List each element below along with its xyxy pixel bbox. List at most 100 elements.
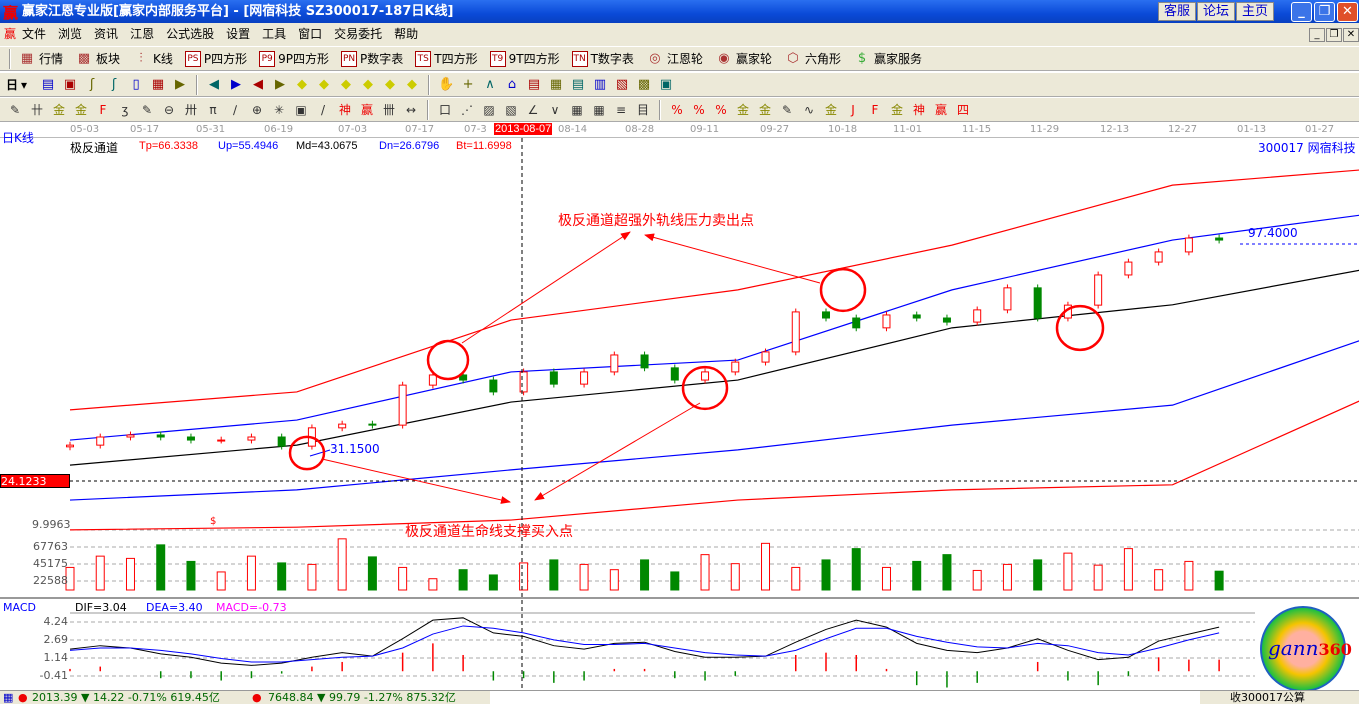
- drawing-tool-icon[interactable]: ≡: [615, 102, 627, 117]
- menu-item[interactable]: 江恩: [130, 27, 155, 41]
- mdi-minimize-button[interactable]: _: [1309, 28, 1325, 42]
- drawing-tool-icon[interactable]: ▧: [505, 102, 517, 117]
- first-icon[interactable]: ◀: [209, 76, 220, 92]
- drawing-tool-icon[interactable]: ✎: [141, 102, 153, 117]
- toolbar-item[interactable]: TN T数字表: [571, 50, 634, 67]
- drawing-tool-icon[interactable]: ✎: [9, 102, 21, 117]
- drawing-tool-icon[interactable]: 金: [736, 102, 749, 117]
- drawing-tool-icon[interactable]: ▦: [571, 102, 583, 117]
- drawing-tool-icon[interactable]: ∠: [527, 102, 539, 117]
- drawing-tool-icon[interactable]: 卄: [30, 102, 43, 117]
- mdi-restore-button[interactable]: ❐: [1326, 28, 1342, 42]
- list-icon[interactable]: ▣: [63, 76, 77, 92]
- drawing-tool-icon[interactable]: ▣: [295, 102, 307, 117]
- drawing-tool-icon[interactable]: ∿: [803, 102, 815, 117]
- drawing-tool-icon[interactable]: 金: [890, 102, 903, 117]
- candle-type-icon[interactable]: ▯: [132, 76, 140, 92]
- drawing-tool-icon[interactable]: F: [871, 102, 879, 117]
- homepage-button[interactable]: 主页: [1236, 2, 1275, 21]
- menu-item[interactable]: 资讯: [94, 27, 119, 41]
- yellow-right-icon[interactable]: ◆: [319, 76, 330, 92]
- drawing-tool-icon[interactable]: %: [693, 102, 705, 117]
- drawing-tool-icon[interactable]: 金: [824, 102, 837, 117]
- toolbar-item[interactable]: PS P四方形: [184, 50, 247, 67]
- drawing-tool-icon[interactable]: ∨: [550, 102, 560, 117]
- drawing-tool-icon[interactable]: ∕: [232, 102, 238, 117]
- chart9-icon[interactable]: ʃ: [111, 76, 117, 92]
- drawing-tool-icon[interactable]: %: [671, 102, 683, 117]
- menu-item[interactable]: 帮助: [394, 27, 419, 41]
- drawing-tool-icon[interactable]: 目: [636, 102, 649, 117]
- zoom-out-icon[interactable]: ◆: [407, 76, 418, 92]
- toolbar-item[interactable]: $ 赢家服务: [853, 50, 922, 68]
- menu-item[interactable]: 设置: [226, 27, 251, 41]
- drawing-tool-icon[interactable]: 神: [338, 102, 351, 117]
- toolbar-item[interactable]: ⬡ 六角形: [784, 50, 841, 68]
- period-select[interactable]: 日 ▾: [6, 77, 28, 93]
- drawing-tool-icon[interactable]: 金: [74, 102, 87, 117]
- drawing-tool-icon[interactable]: 赢: [934, 102, 947, 117]
- toolbar-item[interactable]: TS T四方形: [415, 50, 478, 67]
- drawing-tool-icon[interactable]: ▦: [593, 102, 605, 117]
- drawing-tool-icon[interactable]: 口: [438, 102, 451, 117]
- close-button[interactable]: ✕: [1337, 2, 1358, 22]
- drawing-tool-icon[interactable]: 神: [912, 102, 925, 117]
- toolbar-item[interactable]: T9 9T四方形: [489, 50, 560, 67]
- calendar-icon[interactable]: ▦: [549, 76, 563, 92]
- menu-item[interactable]: 浏览: [58, 27, 83, 41]
- print-icon[interactable]: ▣: [659, 76, 673, 92]
- yellow-left-icon[interactable]: ◆: [297, 76, 308, 92]
- drawing-tool-icon[interactable]: π: [209, 102, 217, 117]
- drawing-tool-icon[interactable]: ⋰: [461, 102, 473, 117]
- right-icon[interactable]: ▶: [275, 76, 286, 92]
- shrink-icon[interactable]: ◆: [363, 76, 374, 92]
- drawing-tool-icon[interactable]: F: [99, 102, 107, 117]
- stats-icon[interactable]: ▦: [151, 76, 165, 92]
- notes-icon[interactable]: ▥: [593, 76, 607, 92]
- service-button[interactable]: 客服: [1158, 2, 1197, 21]
- menu-item[interactable]: 工具: [262, 27, 287, 41]
- drawing-tool-icon[interactable]: ▨: [483, 102, 495, 117]
- minimize-button[interactable]: _: [1291, 2, 1312, 22]
- calculator-icon[interactable]: ▤: [571, 76, 585, 92]
- zoom-in-icon[interactable]: ◆: [385, 76, 396, 92]
- drawing-tool-icon[interactable]: ⊕: [251, 102, 263, 117]
- drawing-tool-icon[interactable]: /: [320, 102, 326, 117]
- chart3-icon[interactable]: ʃ: [89, 76, 95, 92]
- forum-button[interactable]: 论坛: [1197, 2, 1236, 21]
- toolbar-item[interactable]: ▦ 行情: [18, 50, 63, 68]
- expand-icon[interactable]: ◆: [341, 76, 352, 92]
- drawing-tool-icon[interactable]: ✳: [273, 102, 285, 117]
- drawing-tool-icon[interactable]: 金: [758, 102, 771, 117]
- drawing-tool-icon[interactable]: ✎: [781, 102, 793, 117]
- last-icon[interactable]: ▶: [231, 76, 242, 92]
- flag-icon[interactable]: ▶: [175, 76, 186, 92]
- toolbar-item[interactable]: PN P数字表: [341, 50, 403, 67]
- network-icon[interactable]: ▩: [637, 76, 651, 92]
- menu-item[interactable]: 交易委托: [334, 27, 383, 41]
- drawing-tool-icon[interactable]: 赢: [360, 102, 373, 117]
- fund-icon[interactable]: ▤: [527, 76, 541, 92]
- mdi-close-button[interactable]: ✕: [1343, 28, 1359, 42]
- toolbar-item[interactable]: ◎ 江恩轮: [646, 50, 703, 68]
- toolbar-item[interactable]: ▩ 板块: [75, 50, 120, 68]
- hand-icon[interactable]: ✋: [437, 76, 455, 92]
- left-icon[interactable]: ◀: [253, 76, 264, 92]
- drawing-tool-icon[interactable]: ʒ: [121, 102, 129, 117]
- restore-button[interactable]: ❐: [1314, 2, 1335, 22]
- drawing-tool-icon[interactable]: ⊖: [163, 102, 175, 117]
- line-icon[interactable]: ∧: [485, 76, 495, 92]
- app-menu-icon[interactable]: 赢: [4, 27, 17, 41]
- save-icon[interactable]: ▧: [615, 76, 629, 92]
- menu-item[interactable]: 文件: [22, 27, 47, 41]
- drawing-tool-icon[interactable]: ↔: [405, 102, 417, 117]
- menu-item[interactable]: 公式选股: [166, 27, 215, 41]
- drawing-tool-icon[interactable]: 卌: [382, 102, 395, 117]
- node-icon[interactable]: ⌂: [507, 76, 517, 92]
- drawing-tool-icon[interactable]: 四: [956, 102, 969, 117]
- drawing-tool-icon[interactable]: 金: [52, 102, 65, 117]
- menu-item[interactable]: 窗口: [298, 27, 323, 41]
- draw-icon[interactable]: ▤: [41, 76, 55, 92]
- toolbar-item[interactable]: ⫶ K线: [132, 50, 173, 68]
